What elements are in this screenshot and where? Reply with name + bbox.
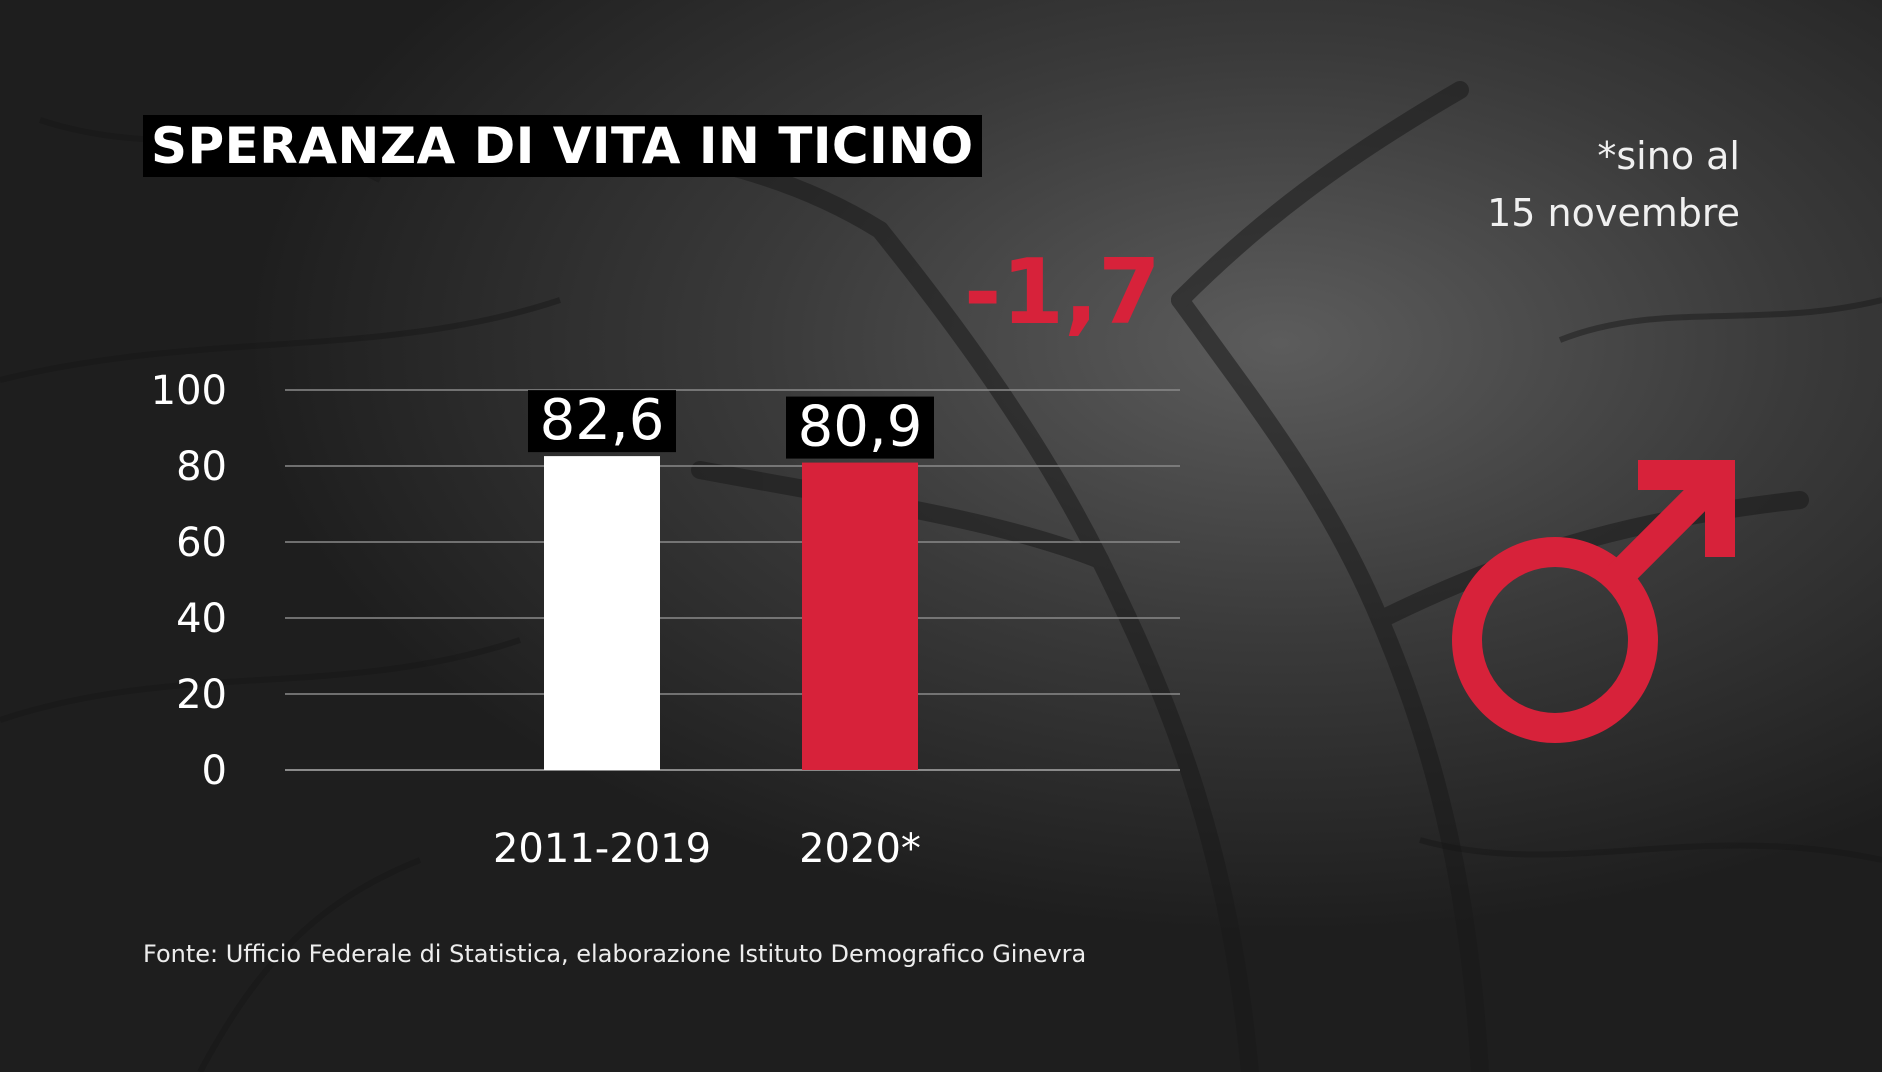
value-label: 80,9 xyxy=(798,395,923,460)
y-tick-label: 0 xyxy=(202,748,227,794)
male-symbol-icon xyxy=(1452,460,1735,743)
y-tick-label: 80 xyxy=(176,444,227,490)
chart-title: SPERANZA DI VITA IN TICINO xyxy=(151,117,974,175)
category-label: 2011-2019 xyxy=(493,826,711,872)
value-label-box xyxy=(786,396,934,459)
difference-label: -1,7 xyxy=(964,240,1161,345)
title-box: SPERANZA DI VITA IN TICINO xyxy=(143,115,982,177)
y-tick-label: 40 xyxy=(176,596,227,642)
value-label-box xyxy=(528,390,676,453)
footnote-line-1: *sino al xyxy=(1597,134,1740,178)
y-tick-label: 60 xyxy=(176,520,227,566)
footnote-line-2: 15 novembre xyxy=(1487,191,1740,235)
value-label: 82,6 xyxy=(540,388,665,453)
bar xyxy=(802,462,918,770)
category-label: 2020* xyxy=(799,826,921,872)
source-note: Fonte: Ufficio Federale di Statistica, e… xyxy=(143,940,1087,968)
y-tick-label: 20 xyxy=(176,672,227,718)
bar xyxy=(544,456,660,770)
y-tick-label: 100 xyxy=(151,368,227,414)
footnote: *sino al 15 novembre xyxy=(1420,128,1740,242)
